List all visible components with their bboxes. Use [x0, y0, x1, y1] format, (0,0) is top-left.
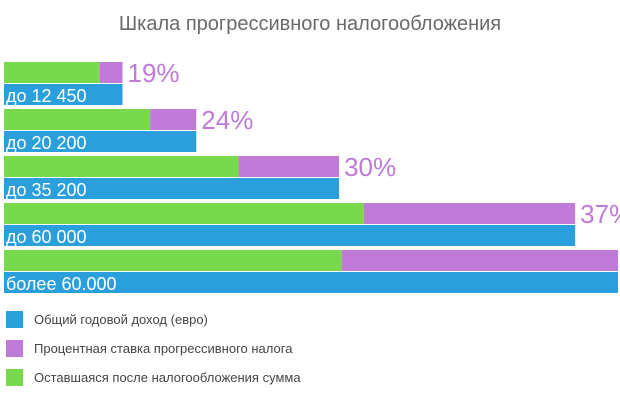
bar-group: 45%более 60.000	[4, 250, 618, 294]
remaining-amount-bar	[4, 62, 101, 83]
category-label: до 12 450	[6, 86, 87, 106]
legend-item: Общий годовой доход (евро)	[6, 311, 208, 328]
tax-rate-label: 37%	[580, 199, 620, 229]
tax-rate-label: 24%	[201, 105, 253, 135]
bar-group: 24% до 20 200	[4, 105, 253, 153]
income-bar	[4, 84, 123, 105]
legend-swatch	[6, 369, 23, 386]
tax-rate-bar	[341, 250, 618, 271]
legend-label: Оставшаяся после налогообложения сумма	[34, 370, 301, 385]
bar-group: 30% до 35 200	[4, 152, 396, 200]
tax-rate-bar	[238, 156, 340, 177]
remaining-amount-bar	[4, 109, 151, 130]
income-bar	[4, 131, 197, 152]
income-bar	[4, 178, 340, 199]
legend-swatch	[6, 340, 23, 357]
category-label: до 35 200	[6, 180, 87, 200]
tax-rate-bar	[363, 203, 576, 224]
legend-label: Общий годовой доход (евро)	[34, 312, 208, 327]
category-label: более 60.000	[6, 274, 117, 294]
bar-group: 19% до 12 450	[4, 58, 180, 106]
remaining-amount-bar	[4, 250, 342, 271]
category-label: до 60 000	[6, 227, 87, 247]
legend-label: Процентная ставка прогрессивного налога	[34, 341, 293, 356]
category-label: до 20 200	[6, 133, 87, 153]
remaining-amount-bar	[4, 156, 239, 177]
legend-item: Процентная ставка прогрессивного налога	[6, 340, 293, 357]
legend-item: Оставшаяся после налогообложения сумма	[6, 369, 301, 386]
legend-swatch	[6, 311, 23, 328]
income-bar	[4, 225, 576, 246]
tax-rate-label: 19%	[128, 58, 180, 88]
chart-title: Шкала прогрессивного налогообложения	[119, 13, 501, 35]
tax-rate-label: 30%	[344, 152, 396, 182]
bars-group: 19% до 12 450 24% до 20 200 30% до 35 200 37% д…	[4, 58, 620, 294]
bar-group: 37% до 60 000	[4, 199, 620, 247]
tax-rate-bar	[100, 62, 123, 83]
income-bar	[4, 272, 618, 293]
legend: Общий годовой доход (евро) Процентная ста…	[6, 311, 301, 386]
remaining-amount-bar	[4, 203, 364, 224]
tax-rate-bar	[150, 109, 197, 130]
